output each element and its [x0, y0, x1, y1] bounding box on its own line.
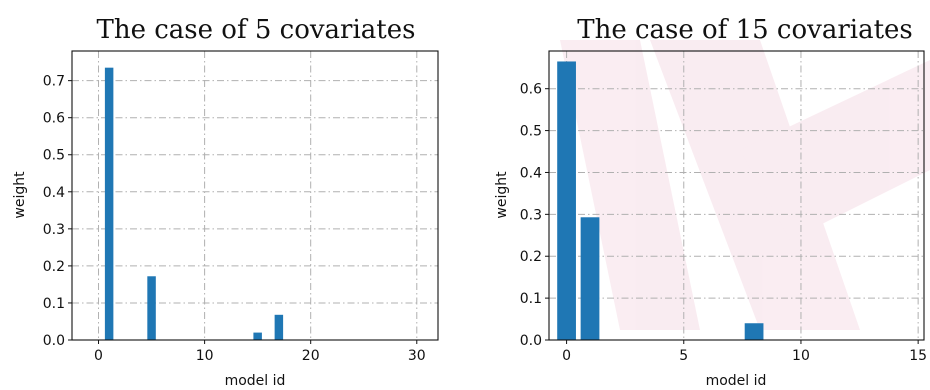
chart-left-y-tick-label-7: 0.7	[43, 74, 65, 90]
chart-right-bar-0	[557, 61, 576, 341]
chart-left-bar-3	[274, 314, 284, 340]
chart-left-y-tick-label-0: 0.0	[43, 333, 65, 349]
chart-left-x-tick-label-1: 10	[196, 348, 214, 364]
chart-left-y-tick-label-5: 0.5	[43, 148, 65, 164]
chart-right-bar-2	[744, 323, 764, 340]
chart-left-x-ticks: 0 10 20 30	[94, 340, 426, 364]
chart-left-x-label: model id	[225, 373, 286, 389]
chart-left-x-tick-label-0: 0	[94, 348, 103, 364]
chart-left-y-tick-label-1: 0.1	[43, 296, 65, 312]
chart-left-y-ticks: 0.0 0.1 0.2 0.3 0.4 0.5 0.6 0.7	[43, 74, 72, 349]
chart-left-y-tick-label-3: 0.3	[43, 222, 65, 238]
chart-right-y-tick-label-3: 0.3	[520, 207, 542, 223]
chart-right-y-tick-label-5: 0.5	[520, 124, 542, 140]
chart-left-x-tick-label-3: 30	[408, 348, 426, 364]
chart-right-title: The case of 15 covariates	[577, 15, 913, 45]
chart-right-bars	[557, 61, 764, 341]
chart-right-y-tick-label-1: 0.1	[520, 291, 542, 307]
chart-left-frame	[71, 50, 439, 341]
chart-right-x-label: model id	[706, 373, 767, 389]
chart-right-x-ticks: 0 5 10 15	[562, 340, 927, 364]
chart-right-y-tick-label-4: 0.4	[520, 165, 542, 181]
chart-right-y-tick-label-6: 0.6	[520, 82, 542, 98]
chart-left-x-tick-label-2: 20	[302, 348, 320, 364]
chart-right-y-tick-label-2: 0.2	[520, 249, 542, 265]
chart-left-y-tick-label-4: 0.4	[43, 185, 65, 201]
chart-right-y-ticks: 0.0 0.1 0.2 0.3 0.4 0.5 0.6	[520, 82, 549, 349]
chart-left-grid	[72, 51, 438, 341]
chart-right-bar-1	[580, 217, 600, 340]
chart-right-x-tick-label-2: 10	[792, 348, 810, 364]
chart-left-bar-2	[253, 332, 262, 340]
chart-left-y-label: weight	[12, 171, 28, 219]
chart-right: The case of 15 covariates 0 5 10 15 0.00.10…	[494, 15, 927, 389]
chart-left-y-tick-label-2: 0.2	[43, 259, 65, 275]
chart-left-bar-1	[147, 276, 156, 340]
chart-left-bar-0	[104, 67, 114, 340]
chart-left-y-tick-label-6: 0.6	[43, 111, 65, 127]
chart-left-bars	[104, 67, 284, 340]
chart-right-y-tick-label-0: 0.0	[520, 333, 542, 349]
chart-right-x-tick-label-3: 15	[909, 348, 927, 364]
chart-right-x-tick-label-1: 5	[679, 348, 688, 364]
chart-left-title: The case of 5 covariates	[97, 15, 416, 45]
chart-right-x-tick-label-0: 0	[562, 348, 571, 364]
chart-right-y-label: weight	[494, 171, 510, 219]
watermark	[560, 40, 930, 330]
chart-right-frame	[548, 50, 925, 341]
chart-left: The case of 5 covariates 0 10 20 30 0.00.10…	[12, 15, 439, 389]
